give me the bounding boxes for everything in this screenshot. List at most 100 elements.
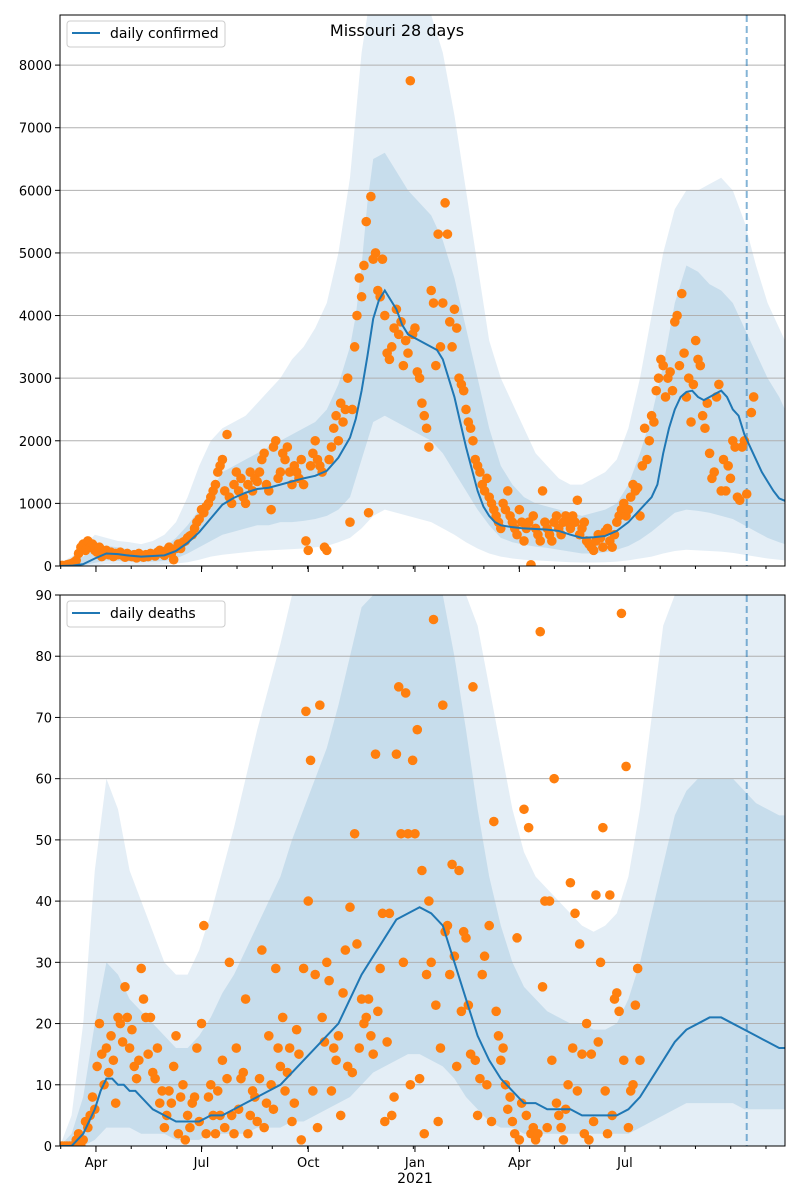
data-point xyxy=(322,545,332,556)
data-point xyxy=(312,1122,323,1133)
data-point xyxy=(433,1116,443,1127)
data-point xyxy=(468,682,478,692)
x-tick-label: Jan xyxy=(404,1156,425,1171)
data-point xyxy=(444,317,455,327)
data-point xyxy=(461,933,471,943)
data-point xyxy=(507,1116,518,1127)
data-point xyxy=(331,410,341,421)
data-point xyxy=(259,1122,269,1133)
data-point xyxy=(240,498,251,509)
y-tick-label: 8000 xyxy=(19,59,52,74)
data-point xyxy=(310,435,321,446)
data-point xyxy=(431,1000,441,1010)
data-point xyxy=(370,749,381,759)
plot-frame xyxy=(59,14,786,567)
data-point xyxy=(512,933,522,943)
data-point xyxy=(484,920,495,931)
data-point xyxy=(199,920,209,931)
y-tick-label: 40 xyxy=(35,895,52,910)
data-point xyxy=(280,454,290,465)
data-point xyxy=(240,994,251,1004)
data-point xyxy=(138,994,149,1004)
data-point xyxy=(308,1086,318,1096)
data-point xyxy=(512,529,522,540)
data-point xyxy=(373,1006,383,1017)
data-point xyxy=(667,385,678,396)
data-point xyxy=(345,517,355,527)
data-point xyxy=(746,407,757,418)
data-point xyxy=(556,1122,566,1133)
data-point xyxy=(386,342,397,352)
data-point xyxy=(122,1012,133,1023)
data-point xyxy=(605,890,615,900)
data-point xyxy=(375,963,385,974)
data-point xyxy=(196,1018,207,1029)
data-point xyxy=(127,1024,137,1035)
y-tick-label: 4000 xyxy=(19,310,52,325)
data-point xyxy=(581,1018,592,1029)
data-point xyxy=(690,335,701,346)
data-point xyxy=(233,1104,244,1115)
data-point xyxy=(577,1049,587,1059)
data-point xyxy=(451,1061,462,1072)
data-point xyxy=(154,1098,165,1108)
data-point xyxy=(456,1006,467,1017)
data-point xyxy=(537,982,548,992)
data-point xyxy=(486,1116,497,1127)
data-point xyxy=(440,198,450,208)
data-point xyxy=(384,908,395,919)
panel-top-daily-confirmed: 0 1000 2000 3000 4000 5000 6000 7000 8000 daily … xyxy=(19,14,786,575)
x-tick-label: Oct xyxy=(297,1156,319,1171)
data-point xyxy=(623,1122,634,1133)
data-point xyxy=(424,896,434,906)
data-point xyxy=(470,1055,481,1066)
data-point xyxy=(600,1086,610,1096)
data-point xyxy=(612,988,622,998)
data-point xyxy=(386,1110,397,1121)
data-point xyxy=(398,360,409,371)
data-point xyxy=(598,542,608,553)
data-point xyxy=(567,1043,578,1053)
data-point xyxy=(322,957,332,968)
data-point xyxy=(87,1092,98,1102)
data-point xyxy=(419,410,430,421)
data-point xyxy=(356,291,367,302)
data-point xyxy=(324,454,334,465)
data-point xyxy=(702,398,713,409)
data-point xyxy=(516,1098,527,1108)
data-point xyxy=(219,1122,230,1133)
data-point xyxy=(245,1110,256,1121)
data-point xyxy=(333,1031,344,1041)
data-point xyxy=(514,504,525,515)
y-tick-label: 50 xyxy=(35,834,52,849)
data-point xyxy=(145,1012,156,1023)
data-point xyxy=(472,1110,483,1121)
data-point xyxy=(171,1031,181,1041)
data-point xyxy=(651,385,662,396)
data-point xyxy=(572,495,583,506)
data-point xyxy=(400,335,411,346)
data-point xyxy=(593,1037,604,1047)
data-point xyxy=(175,1092,186,1102)
data-point xyxy=(359,260,369,271)
data-point xyxy=(602,523,613,534)
data-point xyxy=(428,298,439,308)
series-line xyxy=(60,906,785,1146)
data-point xyxy=(305,755,316,766)
legend-label: daily deaths xyxy=(110,606,196,622)
data-point xyxy=(639,423,650,434)
data-point xyxy=(231,1043,242,1053)
data-point xyxy=(212,1086,223,1096)
data-point xyxy=(277,1012,288,1023)
data-point xyxy=(340,945,351,955)
data-point xyxy=(407,755,418,766)
data-point xyxy=(428,614,439,625)
data-point xyxy=(614,1006,624,1017)
data-point xyxy=(264,1031,274,1041)
data-point xyxy=(159,1122,170,1133)
data-point xyxy=(393,682,404,692)
data-point xyxy=(347,404,358,415)
data-point xyxy=(616,608,627,619)
data-point xyxy=(442,229,453,239)
data-point xyxy=(366,1031,376,1041)
